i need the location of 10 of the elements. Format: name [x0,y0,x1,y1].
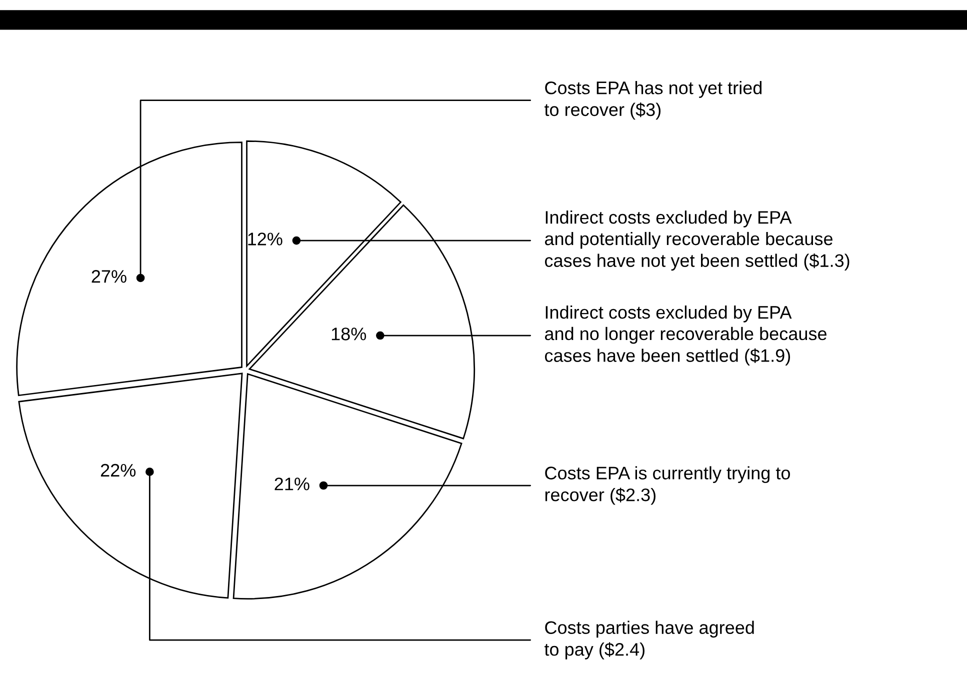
slice-label: Costs EPA has not yet tried to recover ($3) [544,81,762,120]
data-label: 21% [274,478,310,490]
slice-label: Indirect costs excluded by EPA and no longer recoverable because cases have been settled ($1.9) [544,306,826,366]
data-label: 18% [332,328,366,340]
slice-label: Costs EPA is currently trying to recover ($2.3) [545,466,790,505]
slice-label: Costs parties have agreed to pay ($2.4) [544,620,754,660]
data-label: 22% [100,464,136,477]
data-label: 12% [248,232,282,246]
data-label: 27% [92,270,126,283]
slice-label: Indirect costs excluded by EPA and potentially recoverable because cases have not yet been settled ($1.3) [544,210,850,271]
